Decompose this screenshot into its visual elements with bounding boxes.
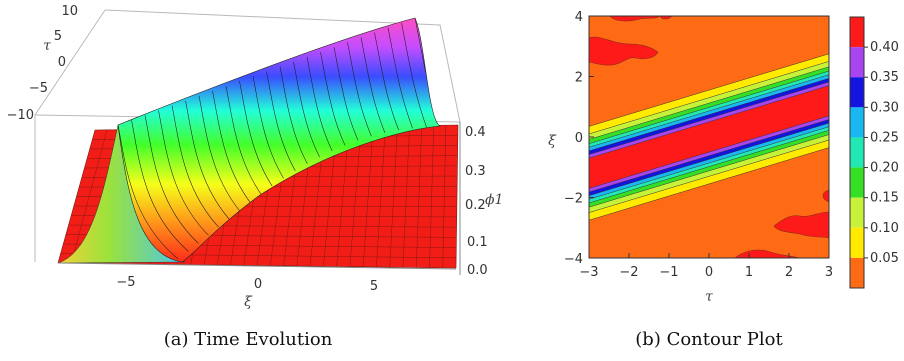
x-tick-label: 0 (705, 265, 713, 280)
x-ticks: −5 0 5 (116, 275, 378, 294)
colorbar-frame (849, 16, 865, 289)
z-tick-label: 0.0 (467, 263, 488, 278)
y-tick-label: 5 (54, 29, 62, 44)
x-ticks: −3 −2 −1 0 1 2 3 (579, 253, 833, 280)
floor-grid-line (442, 125, 447, 268)
x-tick-label: 2 (785, 265, 793, 280)
y-tick-label: 0 (58, 55, 66, 70)
ridge-mesh-line (131, 120, 194, 257)
colorbar-swatch (850, 257, 864, 288)
ridge-mesh-line (158, 110, 218, 244)
y-tick-label: 2 (575, 71, 583, 86)
colorbar-swatch (850, 107, 864, 138)
colorbar-label: 0.20 (870, 161, 899, 176)
box-back-top-edge (104, 9, 461, 123)
x-tick-label: 3 (825, 265, 833, 280)
y-ticks: 4 2 0 −2 −4 (564, 10, 594, 267)
blob-bottom-right (773, 211, 829, 239)
colorbar-swatch (850, 47, 864, 78)
floor-grid-line (429, 125, 435, 268)
floor-grid-line (415, 125, 422, 268)
floor-grid-line (349, 126, 362, 267)
colorbar-label: 0.10 (870, 221, 899, 236)
ridge-mesh-line (144, 115, 206, 250)
ridge-mesh-line (387, 27, 417, 139)
contour-band (589, 85, 829, 189)
y-tick-label: −5 (29, 81, 48, 96)
y-axis-label: ξ (548, 133, 557, 149)
floor-grid-line (362, 126, 374, 267)
floor-grid-line (389, 125, 398, 268)
colorbar-swatch (850, 77, 864, 108)
contour-blobs (589, 16, 829, 258)
colorbar-swatch (850, 137, 864, 168)
y-tick-label: 0 (575, 131, 583, 146)
x-tick-label: 5 (370, 279, 378, 294)
z-tick-label: 0.2 (465, 198, 486, 213)
ridge-surface (117, 17, 442, 263)
x-tick-label: −2 (619, 265, 638, 280)
colorbar: 0.40 0.35 0.30 0.25 0.20 0.15 0.10 0.05 (849, 16, 899, 289)
colorbar-label: 0.15 (870, 191, 899, 206)
x-tick-label: 0 (254, 277, 262, 292)
y-tick-label: 4 (575, 10, 583, 25)
colorbar-label: 0.35 (870, 70, 899, 85)
panel-b-caption: (b) Contour Plot (635, 329, 783, 350)
x-axis-line (57, 262, 457, 270)
z-tick-label: 0.1 (467, 235, 488, 250)
contour-bands (589, 53, 829, 221)
y-tick-label: −10 (7, 108, 34, 123)
colorbar-label: 0.30 (870, 100, 899, 115)
colorbar-swatch (850, 17, 864, 48)
floor-grid-line (376, 125, 386, 268)
ridge-mesh-line (185, 100, 241, 232)
colorbar-label: 0.40 (870, 40, 899, 55)
x-axis-label: ξ (244, 294, 253, 310)
z-ticks: 0.0 0.1 0.2 0.3 0.4 (465, 125, 488, 278)
ridge-mesh-line (117, 124, 183, 262)
blob-bottom-center (734, 249, 801, 258)
y-tick-label: −2 (564, 192, 583, 207)
z-axis-label: ϕ1 (485, 192, 503, 208)
colorbar-swatch (850, 167, 864, 198)
panel-a-caption: (a) Time Evolution (164, 329, 333, 350)
floor-grid-line (71, 129, 108, 264)
colorbar-label: 0.05 (870, 251, 899, 266)
x-tick-label: −1 (659, 265, 678, 280)
y-tick-label: −4 (564, 252, 583, 267)
blob-top-center (609, 16, 661, 22)
x-tick-label: −3 (579, 265, 598, 280)
y-axis-label: τ (43, 38, 51, 54)
x-tick-label: 1 (745, 265, 753, 280)
colorbar-swatch (850, 197, 864, 228)
floor-grid-line (402, 125, 410, 268)
x-tick-label: −5 (116, 275, 135, 290)
x-axis-label: τ (705, 289, 713, 305)
colorbar-label: 0.25 (870, 130, 899, 145)
panel-b: −3 −2 −1 0 1 2 3 420−2−4 τ ξ 0.400.350.300.250… (548, 10, 899, 350)
z-tick-label: 0.4 (465, 125, 486, 140)
y-tick-label: 10 (61, 4, 78, 19)
ridge-mesh-line (171, 105, 230, 238)
colorbar-swatch (850, 227, 864, 258)
ridge-mesh-line (401, 22, 429, 133)
z-tick-label: 0.3 (465, 164, 486, 179)
y-ticks: 10 5 0 −5 −10 (7, 4, 78, 123)
blob-top-left (589, 36, 659, 66)
panel-a: −5 0 5 ξ 10 5 0 −5 −10 τ 0.0 0.1 0.2 0.3… (7, 4, 504, 350)
